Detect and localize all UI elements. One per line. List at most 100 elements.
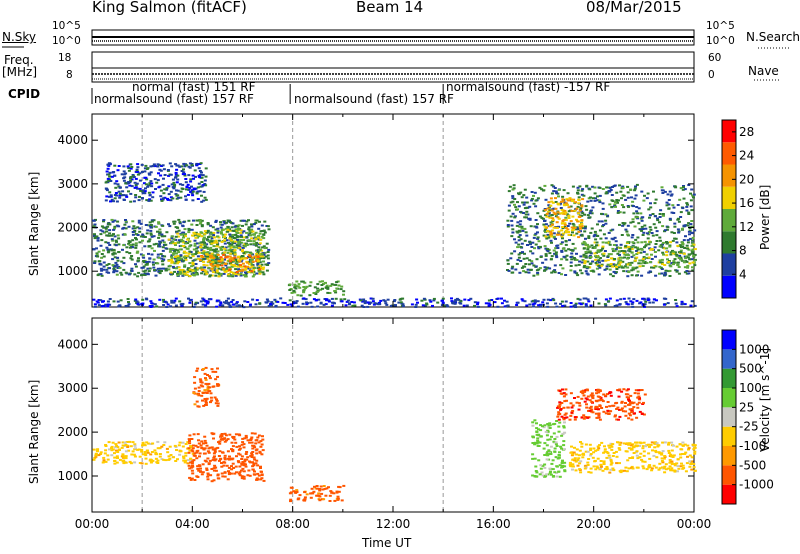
power-data-cell [584,225,587,228]
power-data-cell [649,206,653,209]
power-data-cell [196,198,200,200]
power-data-cell [108,191,112,194]
power-data-cell [127,169,131,172]
power-data-cell [557,225,561,228]
power-data-cell [224,249,228,252]
velocity-data-cell [107,441,111,444]
power-region [543,197,585,239]
power-data-cell [576,274,580,277]
velocity-data-cell [332,492,336,495]
velocity-data-cell [562,392,566,395]
velocity-data-cell [196,449,200,452]
power-data-cell [579,230,582,233]
power-data-cell [646,232,649,235]
power-data-cell [556,216,560,219]
xtick-label: 08:00 [275,517,310,531]
power-data-cell [160,260,164,263]
power-data-cell [201,269,204,271]
velocity-data-cell [586,389,589,392]
velocity-data-cell [594,449,598,452]
power-data-cell [626,191,630,194]
power-data-cell [172,187,176,190]
velocity-data-cell [204,400,208,403]
power-data-cell [266,264,270,266]
power-data-cell [612,270,616,273]
velocity-data-cell [141,443,145,446]
velocity-data-cell [589,467,593,470]
power-data-cell [687,222,691,225]
power-data-cell [609,253,613,256]
power-data-cell [608,186,612,189]
power-data-cell [116,259,120,262]
power-data-cell [156,165,160,168]
power-data-cell [251,275,255,278]
velocity-data-cell [197,390,201,392]
power-data-cell [157,186,161,189]
velocity-data-cell [146,451,150,454]
power-data-cell [340,285,344,288]
velocity-data-cell [550,435,553,438]
velocity-data-cell [570,445,573,448]
power-data-cell [127,181,131,184]
power-data-cell [93,233,96,236]
power-data-cell [151,165,155,168]
velocity-data-cell [548,427,552,429]
power-data-cell [171,248,175,250]
velocity-data-cell [197,386,201,389]
velocity-data-cell [586,464,590,466]
power-data-cell [221,304,225,307]
power-data-cell [342,290,346,293]
velocity-data-cell [246,439,250,442]
velocity-data-cell [158,453,162,455]
power-data-cell [239,256,243,259]
power-data-cell [210,242,214,245]
power-data-cell [337,284,341,287]
power-data-cell [242,236,246,239]
power-data-cell [476,305,480,308]
velocity-data-cell [555,435,559,438]
velocity-data-cell [206,388,210,391]
power-data-cell [132,225,136,228]
power-data-cell [222,220,226,223]
power-data-cell [672,261,676,264]
power-data-cell [560,258,564,261]
power-data-cell [117,243,121,246]
power-data-cell [614,263,618,266]
power-colorbar-tick-label: 28 [739,125,754,139]
velocity-data-cell [553,450,557,453]
power-data-cell [293,291,297,294]
power-data-cell [149,180,153,183]
power-data-cell [115,180,119,183]
velocity-data-cell [237,448,241,451]
power-data-cell [585,208,589,211]
power-data-cell [216,231,220,234]
power-data-cell [217,272,221,275]
power-data-cell [559,202,562,205]
power-data-cell [676,228,680,231]
power-data-cell [324,286,328,289]
velocity-data-cell [641,447,645,450]
power-data-cell [125,251,129,254]
velocity-data-cell [256,436,260,439]
power-data-cell [611,247,615,250]
velocity-colorbar-tick-label: -25 [739,420,759,434]
velocity-data-cell [124,461,128,464]
power-data-cell [225,299,228,302]
power-data-cell [148,182,152,185]
power-data-cell [543,219,547,222]
power-data-cell [639,228,643,231]
power-data-cell [554,247,558,250]
power-data-cell [629,221,633,224]
power-data-cell [560,241,564,244]
velocity-data-cell [113,456,117,459]
power-region [104,162,208,203]
power-data-cell [175,267,178,270]
power-data-cell [141,192,145,195]
power-data-cell [312,298,316,301]
velocity-data-cell [596,388,600,391]
power-data-cell [490,299,494,301]
power-data-cell [668,217,672,220]
power-data-cell [636,241,640,244]
power-data-cell [239,274,243,277]
power-data-cell [523,188,527,191]
